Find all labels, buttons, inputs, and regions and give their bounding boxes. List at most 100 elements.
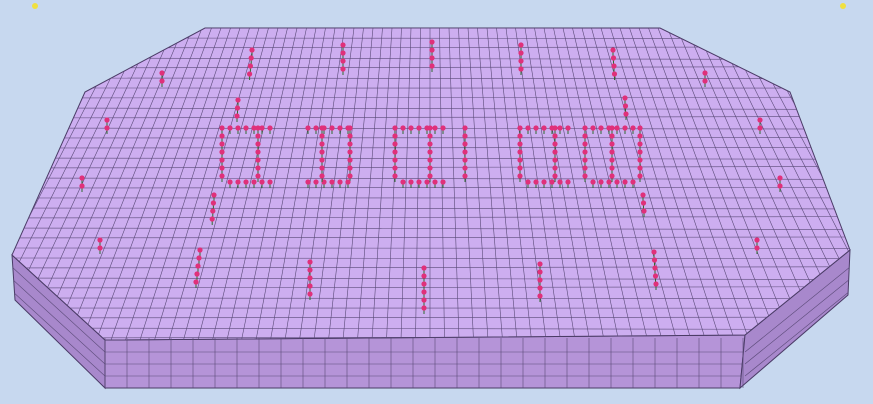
pin-head — [400, 179, 405, 184]
pin-head — [340, 58, 345, 63]
pin-head — [340, 50, 345, 55]
pin-head — [307, 291, 312, 296]
pin-head — [612, 71, 617, 76]
pin-head — [754, 237, 759, 242]
pin-head — [582, 125, 587, 130]
pin-head — [196, 255, 201, 260]
pin-head — [195, 263, 200, 268]
pin-head — [541, 179, 546, 184]
pin-head — [630, 125, 635, 130]
pin-head — [194, 271, 199, 276]
pin-head — [637, 133, 642, 138]
top-face — [12, 28, 850, 340]
pin-head — [345, 125, 350, 130]
pin-head — [432, 179, 437, 184]
pin-head — [565, 179, 570, 184]
pin-head — [429, 47, 434, 52]
pin-head — [429, 63, 434, 68]
pin-head — [340, 66, 345, 71]
pin-head — [392, 157, 397, 162]
pin-head — [219, 133, 224, 138]
pin-head — [416, 125, 421, 130]
pin-head — [653, 273, 658, 278]
pin-head — [517, 165, 522, 170]
pin-head — [525, 125, 530, 130]
pin-head — [392, 141, 397, 146]
pin-head — [210, 208, 215, 213]
pin-head — [614, 125, 619, 130]
pin-head — [537, 277, 542, 282]
pin-head — [319, 149, 324, 154]
pin-head — [319, 125, 324, 130]
pin-head — [517, 141, 522, 146]
pin-head — [565, 125, 570, 130]
pin-head — [248, 63, 253, 68]
pin-head — [533, 179, 538, 184]
pin-head — [552, 157, 557, 162]
pin-head — [517, 149, 522, 154]
pin-head — [255, 165, 260, 170]
pin-head — [432, 125, 437, 130]
pin-head — [611, 55, 616, 60]
pin-head — [255, 157, 260, 162]
pin-head — [427, 149, 432, 154]
pin-head — [614, 179, 619, 184]
pin-head — [590, 179, 595, 184]
pin-head — [653, 281, 658, 286]
pin-head — [307, 259, 312, 264]
pin-head — [462, 141, 467, 146]
pin-head — [557, 125, 562, 130]
pin-head — [219, 141, 224, 146]
pin-head — [427, 133, 432, 138]
pin-head — [537, 285, 542, 290]
pin-head — [249, 47, 254, 52]
pin-head — [210, 216, 215, 221]
pin-head — [219, 157, 224, 162]
pin-head — [234, 113, 239, 118]
corner-marker — [840, 3, 846, 9]
pin-head — [652, 257, 657, 262]
pin-head — [416, 179, 421, 184]
pin-head — [609, 149, 614, 154]
pin-head — [552, 165, 557, 170]
pin-head — [609, 157, 614, 162]
pin-head — [702, 78, 707, 83]
pin-head — [421, 265, 426, 270]
pin-head — [305, 179, 310, 184]
pin-head — [329, 125, 334, 130]
pin-head — [319, 173, 324, 178]
pin-head — [609, 173, 614, 178]
pin-head — [637, 141, 642, 146]
pin-head — [640, 192, 645, 197]
pin-head — [637, 149, 642, 154]
pin-head — [440, 125, 445, 130]
pin-head — [518, 42, 523, 47]
pin-head — [427, 173, 432, 178]
pin-head — [319, 141, 324, 146]
pin-head — [582, 149, 587, 154]
pin-head — [347, 173, 352, 178]
pin-head — [582, 133, 587, 138]
pin-head — [255, 149, 260, 154]
pin-head — [249, 55, 254, 60]
pin-head — [598, 179, 603, 184]
pin-head — [392, 125, 397, 130]
pin-head — [319, 165, 324, 170]
pin-head — [340, 42, 345, 47]
pin-head — [582, 141, 587, 146]
pin-head — [319, 133, 324, 138]
pin-head — [104, 125, 109, 130]
pin-head — [590, 125, 595, 130]
pin-head — [630, 179, 635, 184]
pin-head — [408, 179, 413, 184]
pin-head — [611, 63, 616, 68]
pin-head — [462, 133, 467, 138]
pin-head — [424, 179, 429, 184]
pin-head — [609, 141, 614, 146]
corner-marker — [32, 3, 38, 9]
pin-head — [337, 179, 342, 184]
pin-head — [552, 133, 557, 138]
pin-head — [462, 125, 467, 130]
pin-head — [598, 125, 603, 130]
pin-head — [392, 149, 397, 154]
